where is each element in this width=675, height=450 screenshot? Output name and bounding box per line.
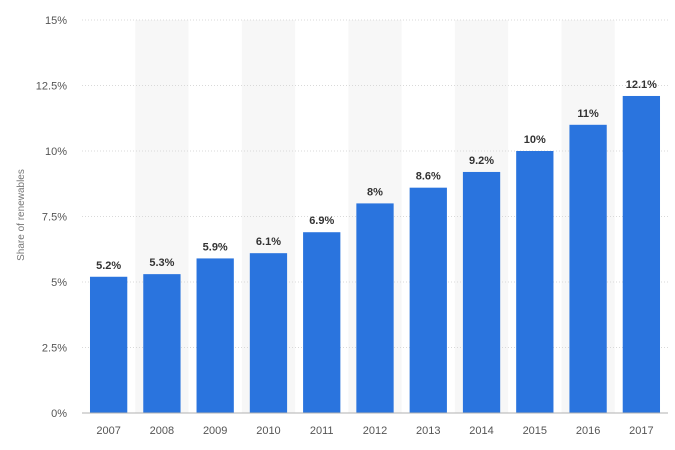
x-tick-label: 2008 bbox=[150, 425, 174, 437]
y-tick-label: 2.5% bbox=[42, 343, 67, 355]
x-tick-label: 2014 bbox=[469, 425, 493, 437]
x-tick-label: 2011 bbox=[310, 425, 334, 437]
bar-2009 bbox=[196, 258, 234, 413]
bar-2012 bbox=[356, 203, 394, 413]
y-tick-label: 0% bbox=[51, 408, 67, 420]
bar-2011 bbox=[303, 232, 341, 413]
y-tick-label: 12.5% bbox=[36, 81, 67, 93]
data-label: 8% bbox=[367, 186, 383, 198]
y-axis-ticks: 0% 2.5% 5% 7.5% 10% 12.5% 15% bbox=[36, 15, 67, 420]
data-label: 9.2% bbox=[469, 155, 494, 167]
x-tick-label: 2015 bbox=[523, 425, 547, 437]
y-tick-label: 15% bbox=[45, 15, 67, 27]
data-label: 5.3% bbox=[149, 257, 174, 269]
bar-2007 bbox=[89, 276, 128, 413]
bar-2014 bbox=[462, 171, 501, 413]
bars bbox=[89, 95, 661, 414]
x-axis-ticks: 2007 2008 2009 2010 2011 2012 2013 2014 2015 2016… bbox=[96, 425, 653, 437]
x-tick-label: 2007 bbox=[96, 425, 120, 437]
data-labels: 5.2% 5.3% 5.9% 6.1% 6.9% 8% 8.6% 9.2% 10% 11% 12.1… bbox=[96, 79, 657, 272]
data-label: 11% bbox=[577, 108, 599, 120]
x-tick-label: 2013 bbox=[416, 425, 440, 437]
data-label: 6.9% bbox=[309, 215, 334, 227]
data-label: 12.1% bbox=[626, 79, 657, 91]
data-label: 5.9% bbox=[203, 241, 228, 253]
bar-2016 bbox=[569, 124, 607, 414]
data-label: 8.6% bbox=[416, 171, 441, 183]
bar-2008 bbox=[143, 274, 181, 413]
x-tick-label: 2009 bbox=[203, 425, 227, 437]
y-tick-label: 5% bbox=[51, 277, 67, 289]
x-tick-label: 2012 bbox=[363, 425, 387, 437]
x-tick-label: 2016 bbox=[576, 425, 600, 437]
data-label: 10% bbox=[524, 134, 546, 146]
bar-2013 bbox=[409, 187, 447, 413]
x-tick-label: 2010 bbox=[256, 425, 280, 437]
bar-2015 bbox=[516, 151, 554, 413]
bar-2017 bbox=[622, 95, 661, 413]
y-tick-label: 7.5% bbox=[42, 212, 67, 224]
bar-2010 bbox=[249, 253, 288, 413]
y-axis-label: Share of renewables bbox=[16, 169, 27, 261]
data-label: 5.2% bbox=[96, 260, 121, 272]
data-label: 6.1% bbox=[256, 236, 281, 248]
x-tick-label: 2017 bbox=[629, 425, 653, 437]
y-tick-label: 10% bbox=[45, 146, 67, 158]
